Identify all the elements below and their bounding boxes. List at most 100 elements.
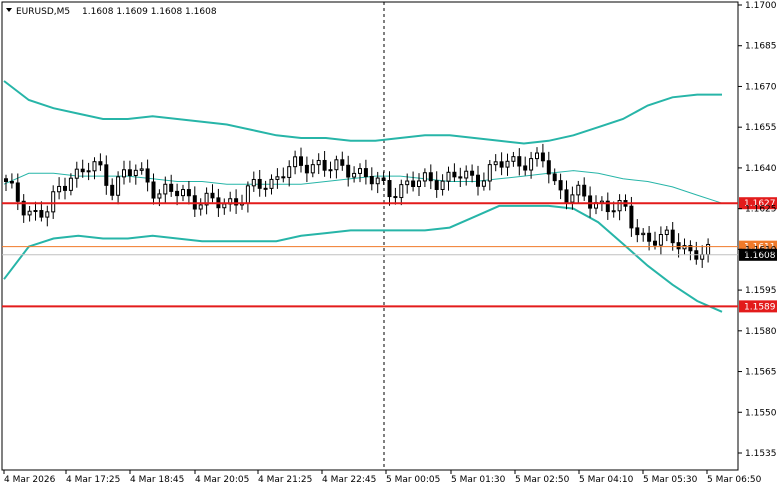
candle-body (529, 158, 534, 171)
candle-body (682, 245, 687, 250)
candle-body (145, 168, 150, 183)
candle-body (576, 184, 581, 196)
candle-body (245, 185, 250, 204)
candle-body (363, 168, 368, 177)
candle-body (287, 166, 292, 178)
candle-body (157, 193, 162, 199)
candle-body (481, 180, 486, 187)
candle-body (411, 180, 416, 187)
price-tick-label: 1.1625 (745, 205, 777, 215)
candle-body (334, 159, 339, 171)
candle-body (399, 184, 404, 199)
candle-body (269, 178, 274, 189)
candle-body (476, 174, 480, 187)
candle-body (163, 183, 168, 195)
price-tick-label: 1.1610 (745, 245, 777, 255)
candle-body (281, 176, 286, 179)
candle-body (546, 160, 551, 175)
price-levels[interactable]: 1.1627 1.1611 1.1589 1.1608 (2, 197, 777, 313)
candle-body (110, 184, 115, 196)
candle-body (688, 245, 693, 252)
time-tick-label: 4 Mar 2026 (4, 475, 56, 485)
candle-body (653, 240, 657, 246)
candle-body (523, 165, 528, 171)
candle-body (369, 175, 374, 185)
price-tick-label: 1.1580 (745, 327, 777, 337)
current-price-tag (739, 248, 777, 261)
candle-body (629, 205, 634, 229)
candle-body (316, 159, 321, 166)
price-tick-label: 1.1655 (745, 123, 777, 133)
plot-frame (1, 1, 739, 471)
candle-body (39, 210, 44, 218)
price-tick-label: 1.1685 (745, 42, 777, 52)
candle-body (570, 194, 575, 203)
candle-body (446, 171, 451, 182)
candle-body (257, 178, 262, 189)
candle-body (493, 161, 498, 166)
price-axis: 1.17001.16851.16701.16551.16401.16251.16… (738, 1, 777, 459)
candle-body (552, 173, 557, 182)
time-tick-label: 5 Mar 02:50 (515, 475, 570, 485)
candle-body (535, 152, 539, 160)
ohlc-values: 1.1608 1.1609 1.1608 1.1608 (82, 7, 217, 17)
candle-body (181, 189, 185, 197)
candle-body (33, 210, 38, 213)
candle-body (617, 200, 622, 212)
level-price-label: 1.1611 (744, 243, 776, 253)
level-price-label: 1.1589 (744, 302, 776, 312)
symbol-label: EURUSD,M5 (16, 7, 70, 17)
candle-body (381, 177, 386, 182)
candle-body (63, 185, 67, 191)
candle-body (310, 164, 315, 174)
candle-body (133, 169, 138, 176)
candle-body (169, 183, 174, 192)
candle-body (352, 172, 357, 178)
candle-body (458, 176, 463, 179)
level-price-tag (739, 300, 777, 313)
candle-body (122, 169, 126, 178)
candle-body (358, 168, 362, 174)
price-tick-label: 1.1640 (745, 164, 777, 174)
candle-body (104, 164, 109, 186)
candle-body (706, 243, 711, 255)
band-upper (3, 80, 722, 145)
candle-body (588, 195, 593, 209)
candle-body (234, 198, 239, 206)
time-tick-label: 4 Mar 18:45 (130, 475, 184, 485)
candle-body (9, 180, 14, 184)
candle-body (558, 180, 563, 191)
candle-body (98, 161, 103, 166)
candle-body (210, 192, 215, 199)
candle-body (92, 161, 97, 172)
candle-body (80, 168, 85, 173)
candle-body (582, 184, 587, 197)
time-tick-label: 4 Mar 17:25 (66, 475, 120, 485)
candle-body (139, 168, 144, 171)
candle-body (340, 159, 345, 166)
candle-body (328, 169, 333, 172)
candle-body (68, 177, 73, 191)
candle-body (21, 200, 26, 216)
time-tick-label: 5 Mar 04:10 (579, 475, 634, 485)
candle-body (393, 196, 398, 199)
candle-body (658, 233, 663, 246)
candle-body (86, 170, 91, 173)
price-tick-label: 1.1700 (745, 1, 777, 11)
candle-body (635, 227, 640, 236)
price-tick-label: 1.1550 (745, 408, 777, 418)
candle-body (263, 187, 268, 190)
candle-body (375, 177, 380, 185)
candle-body (611, 210, 616, 213)
candle-body (470, 170, 475, 176)
candle-body (670, 229, 675, 244)
level-price-tag (739, 197, 777, 210)
candle-body (198, 204, 203, 210)
candle-body (405, 180, 410, 186)
candle-body (151, 181, 156, 199)
candle-body (222, 203, 227, 209)
chevron-down-icon[interactable] (6, 8, 12, 12)
candle-body (422, 172, 427, 182)
candle-body (186, 189, 191, 197)
